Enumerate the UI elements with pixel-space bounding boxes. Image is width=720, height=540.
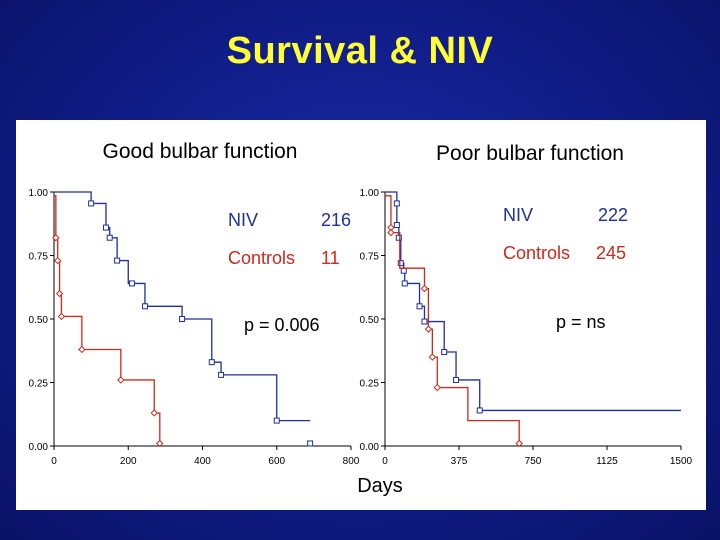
left-niv-marker xyxy=(179,316,186,322)
right-niv-marker xyxy=(441,349,448,356)
left-niv-marker xyxy=(141,303,148,310)
right-controls-marker xyxy=(428,353,437,361)
left-niv-label: NIV xyxy=(228,210,258,230)
left-niv-marker xyxy=(273,417,280,424)
right-niv-marker xyxy=(397,260,404,267)
left-controls-marker xyxy=(55,289,64,298)
left-controls-marker xyxy=(78,345,86,354)
right-y-tick-label: 0.50 xyxy=(360,315,380,326)
left-niv-n: 216 xyxy=(321,210,351,230)
left-controls-marker xyxy=(156,439,164,448)
right-x-tick-label: 375 xyxy=(451,456,468,467)
left-controls-marker xyxy=(117,376,125,384)
left-niv-marker xyxy=(106,234,113,241)
left-controls-marker xyxy=(57,312,66,321)
left-controls-marker xyxy=(150,409,158,417)
right-controls-marker xyxy=(387,228,395,237)
left-controls-n: 11 xyxy=(321,248,340,268)
chart-panel: Good bulbar function Poor bulbar functio… xyxy=(16,120,706,510)
left-y-tick-label: 0.00 xyxy=(29,442,49,453)
right-niv-marker xyxy=(453,376,460,383)
right-niv-label: NIV xyxy=(503,205,533,225)
right-niv-marker xyxy=(395,234,402,241)
left-x-tick-label: 200 xyxy=(120,456,137,467)
right-niv-marker xyxy=(416,303,423,310)
left-x-tick-label: 400 xyxy=(194,456,211,467)
right-x-tick-label: 750 xyxy=(525,456,542,467)
x-axis-label: Days xyxy=(357,475,403,497)
slide-title: Survival & NIV xyxy=(226,30,494,72)
left-niv-marker xyxy=(128,280,135,287)
right-controls-curve xyxy=(385,195,520,444)
right-controls-label: Controls xyxy=(503,243,570,263)
right-x-tick-label: 0 xyxy=(382,456,388,467)
right-niv-marker xyxy=(401,280,408,287)
left-niv-marker xyxy=(208,359,215,366)
left-y-tick-label: 0.50 xyxy=(29,315,49,326)
left-x-tick-label: 0 xyxy=(51,456,57,467)
left-controls-marker xyxy=(52,234,60,242)
right-y-tick-label: 0.75 xyxy=(360,252,380,263)
left-niv-marker xyxy=(102,224,109,231)
left-controls-marker xyxy=(54,256,62,265)
left-chart-title: Good bulbar function xyxy=(103,140,298,163)
left-niv-marker xyxy=(114,257,121,264)
right-controls-marker xyxy=(424,325,433,333)
left-niv-curve xyxy=(54,191,311,422)
left-niv-marker xyxy=(88,200,95,207)
right-p-value: p = ns xyxy=(556,312,606,332)
right-controls-marker xyxy=(433,383,442,392)
right-x-tick-label: 1500 xyxy=(670,456,693,467)
left-niv-marker xyxy=(218,371,225,378)
right-y-tick-label: 0.00 xyxy=(360,442,380,453)
right-niv-marker xyxy=(400,267,407,274)
left-y-tick-label: 0.25 xyxy=(29,379,49,390)
right-niv-marker xyxy=(476,407,483,414)
right-niv-marker xyxy=(393,200,400,207)
left-controls-curve xyxy=(54,195,161,444)
right-y-tick-label: 0.25 xyxy=(360,379,380,390)
left-p-value: p = 0.006 xyxy=(244,315,320,335)
left-x-tick-label: 800 xyxy=(343,456,360,467)
left-controls-label: Controls xyxy=(228,248,295,268)
left-y-tick-label: 1.00 xyxy=(29,188,49,199)
right-chart-title: Poor bulbar function xyxy=(436,142,624,165)
right-controls-n: 245 xyxy=(596,243,626,263)
right-controls-marker xyxy=(420,284,429,293)
right-controls-marker xyxy=(515,439,523,448)
right-niv-marker xyxy=(393,222,400,229)
left-y-tick-label: 0.75 xyxy=(29,252,49,263)
survival-charts: Good bulbar function Poor bulbar functio… xyxy=(29,140,693,497)
right-niv-n: 222 xyxy=(598,205,628,225)
right-y-tick-label: 1.00 xyxy=(360,188,380,199)
left-niv-marker xyxy=(307,440,314,447)
right-niv-marker xyxy=(421,318,428,325)
right-x-tick-label: 1125 xyxy=(596,456,618,467)
left-x-tick-label: 600 xyxy=(268,456,285,467)
